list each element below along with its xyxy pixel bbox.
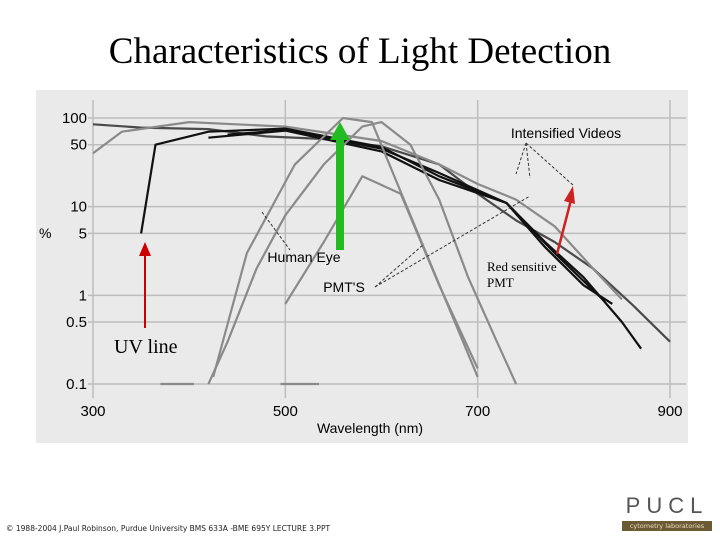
series-line-4 <box>227 129 613 305</box>
tick-labels: 100 50 10 5 1 0.5 0.1 300 500 700 900 <box>62 110 683 420</box>
callout-human-eye <box>261 211 291 251</box>
x-tick-label-3: 900 <box>657 403 682 420</box>
annotation-pmts: PMT'S <box>323 279 365 295</box>
uv-arrow-head <box>139 242 151 256</box>
logo-main-text: PUCL <box>625 493 709 518</box>
x-axis-label: Wavelength (nm) <box>317 420 423 436</box>
annotation-red-sensitive-line2: PMT <box>487 275 514 290</box>
callout-pmt-1 <box>374 243 425 288</box>
y-tick-label-3: 5 <box>79 225 87 242</box>
x-tick-label-1: 500 <box>273 403 298 420</box>
y-tick-label-0: 100 <box>62 110 87 127</box>
series-line-7 <box>284 175 479 369</box>
page-title: Characteristics of Light Detection <box>108 31 612 72</box>
series-line-6 <box>207 121 518 385</box>
x-tick-label-2: 700 <box>465 403 490 420</box>
annotation-human-eye: Human Eye <box>267 249 340 265</box>
series-group <box>92 116 671 386</box>
annotation-uv-line: UV line <box>114 336 178 358</box>
pmt-arrow-head <box>330 122 350 140</box>
grid <box>88 100 686 398</box>
y-tick-label-4: 1 <box>79 287 87 304</box>
annotation-intensified-videos: Intensified Videos <box>511 125 621 141</box>
y-tick-label-5: 0.5 <box>66 314 87 331</box>
pmt-arrow-shaft <box>336 138 344 250</box>
logo-sub-text: cytometry laboratories <box>622 521 712 531</box>
y-tick-label-2: 10 <box>70 199 87 216</box>
footer-copyright: © 1988-2004 J.Paul Robinson, Purdue Univ… <box>6 524 331 533</box>
y-tick-label-6: 0.1 <box>66 376 87 393</box>
callout-intensified-2 <box>525 142 531 179</box>
red-arrow-shaft <box>555 199 573 255</box>
callout-intensified-3 <box>525 142 575 187</box>
annotation-red-sensitive-line1: Red sensitive <box>487 259 557 274</box>
pucl-logo: PUCL cytometry laboratories <box>622 493 712 533</box>
y-axis-label: % <box>39 225 51 241</box>
red-arrow-head <box>564 186 575 204</box>
series-line-1 <box>92 121 623 301</box>
callout-lines <box>261 142 575 288</box>
y-tick-label-1: 50 <box>70 137 87 154</box>
callout-intensified-1 <box>515 142 527 175</box>
x-tick-label-0: 300 <box>80 403 105 420</box>
arrows-group <box>139 122 575 328</box>
